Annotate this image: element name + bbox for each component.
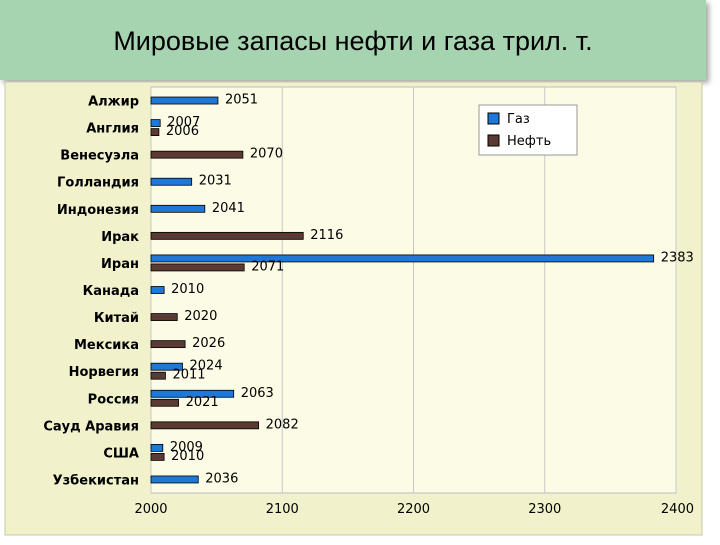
legend: Газ Нефть [478,104,578,156]
x-tick-label: 2400 [661,502,694,517]
category-label: Канада [83,284,139,299]
legend-gas-label: Газ [507,112,530,127]
data-label-gas: 2010 [171,282,204,297]
x-tick-label: 2200 [397,502,430,517]
data-label-gas: 2036 [205,471,238,486]
page-title: Мировые запасы нефти и газа трил. т. [113,26,593,56]
legend-oil-label: Нефть [507,134,551,149]
category-label: Англия [86,122,139,137]
chart-area: 2051 2007 2006 2070 2031 2041 2116 2383 2071 2010… [0,80,720,540]
legend-oil-swatch [487,134,500,147]
x-tick-labels: 2000 2100 2200 2300 2400 [134,502,694,517]
x-tick-label: 2100 [266,502,299,517]
bar-gas [150,119,161,127]
category-label: Голландия [57,176,139,191]
category-label: Норвегия [69,365,139,380]
category-label: Ирак [101,230,139,245]
data-label-oil: 2071 [251,259,284,274]
bar-oil [150,231,304,240]
data-label-gas: 2041 [212,201,245,216]
data-label-oil: 2082 [266,417,299,432]
category-label: Алжир [88,95,139,110]
category-label: Китай [94,311,139,326]
category-label: Узбекистан [53,473,139,488]
bar-gas [150,475,199,484]
data-label-oil: 2116 [310,228,343,243]
bar-gas [150,443,164,452]
data-label-oil: 2026 [192,336,225,351]
bar-gas [150,286,165,294]
x-tick-label: 2000 [134,502,167,517]
data-label-gas: 2007 [167,115,200,130]
bar-oil [150,313,178,321]
data-label-gas: 2051 [225,93,258,108]
category-label: Иран [101,257,139,272]
category-label: Венесуэла [60,149,139,164]
category-label: США [103,446,139,461]
data-label-gas: 2031 [199,174,232,189]
data-label-oil: 2006 [166,124,199,139]
bar-oil [150,452,165,461]
bar-oil [150,398,179,407]
bar-gas [150,96,219,105]
legend-gas-swatch [487,112,500,125]
bar-oil [150,371,166,380]
category-labels: Алжир Англия Венесуэла Голландия Индонезия Ир… [43,95,139,489]
category-label: Сауд Аравия [43,419,139,434]
bar-oil [150,340,186,349]
data-label-gas: 2063 [241,386,274,401]
category-label: Россия [88,392,139,407]
title-bar: Мировые запасы нефти и газа трил. т. [0,0,706,80]
bar-oil [150,150,244,159]
category-label: Индонезия [57,203,139,218]
bar-gas [150,177,193,186]
bar-gas [150,389,235,398]
x-tick-label: 2300 [528,502,561,517]
bar-oil [150,421,260,430]
bar-oil [150,128,160,136]
data-label-gas: 2009 [170,440,203,455]
data-label-oil: 2010 [171,449,204,464]
data-label-oil: 2070 [250,147,283,162]
data-label-gas: 2024 [190,359,223,374]
data-label-oil: 2020 [184,309,217,324]
bar-gas [150,204,206,213]
data-label-gas: 2383 [661,250,694,265]
bar-gas [150,362,183,371]
category-label: Мексика [74,338,139,353]
data-label-oil: 2011 [172,368,205,383]
data-label-oil: 2021 [186,395,219,410]
bar-gas [150,254,655,263]
bar-oil [150,263,245,272]
